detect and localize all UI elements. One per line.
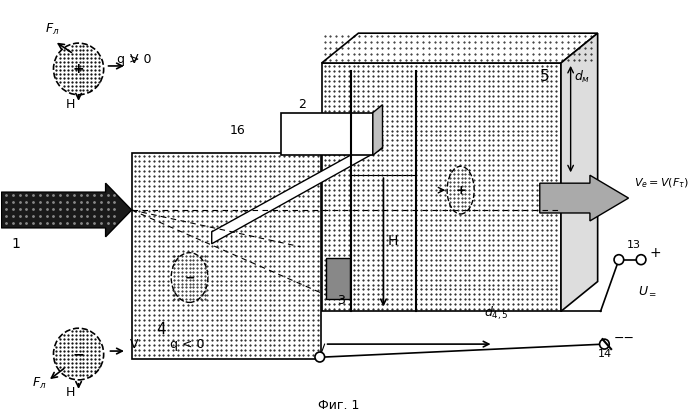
Polygon shape <box>373 105 382 155</box>
Text: 5: 5 <box>540 69 549 84</box>
Text: 2: 2 <box>298 98 306 111</box>
Text: 14: 14 <box>598 349 612 359</box>
Text: H: H <box>66 98 75 111</box>
Text: $F_л$: $F_л$ <box>32 376 47 391</box>
Text: H: H <box>387 234 398 248</box>
Text: $U_{=}$: $U_{=}$ <box>638 284 658 297</box>
Text: +: + <box>455 184 466 197</box>
Circle shape <box>315 352 324 362</box>
Text: 4: 4 <box>156 322 166 337</box>
Text: q > 0: q > 0 <box>117 53 152 66</box>
Text: +: + <box>73 62 85 76</box>
Ellipse shape <box>54 43 103 95</box>
Text: $d_{4,5}$: $d_{4,5}$ <box>484 305 509 323</box>
Text: $d_м$: $d_м$ <box>575 69 591 85</box>
Text: q < 0: q < 0 <box>171 338 205 351</box>
Text: −: − <box>185 271 195 284</box>
Circle shape <box>636 255 646 265</box>
Text: Фиг. 1: Фиг. 1 <box>318 399 360 412</box>
Text: H: H <box>66 386 75 399</box>
Text: 13: 13 <box>626 240 640 250</box>
Ellipse shape <box>447 166 474 214</box>
Text: −−: −− <box>614 332 635 345</box>
Polygon shape <box>212 137 382 244</box>
Bar <box>281 113 373 155</box>
Polygon shape <box>1 183 131 237</box>
Bar <box>322 63 561 311</box>
Polygon shape <box>561 33 598 311</box>
Text: 16: 16 <box>230 123 246 136</box>
Text: +: + <box>650 246 661 260</box>
Bar <box>326 258 350 299</box>
Bar <box>131 153 321 359</box>
Ellipse shape <box>54 328 103 380</box>
Circle shape <box>614 255 624 265</box>
Circle shape <box>600 339 610 349</box>
Text: −: − <box>73 347 85 361</box>
Text: $F_л$: $F_л$ <box>45 22 59 37</box>
Ellipse shape <box>171 253 208 302</box>
Text: V: V <box>130 53 138 66</box>
Polygon shape <box>540 175 628 221</box>
Text: V: V <box>130 338 138 351</box>
Text: $V_e = V(F_\tau)$: $V_e = V(F_\tau)$ <box>634 176 689 190</box>
Text: 3: 3 <box>337 294 345 307</box>
Text: 1: 1 <box>11 237 20 251</box>
Polygon shape <box>322 33 598 63</box>
